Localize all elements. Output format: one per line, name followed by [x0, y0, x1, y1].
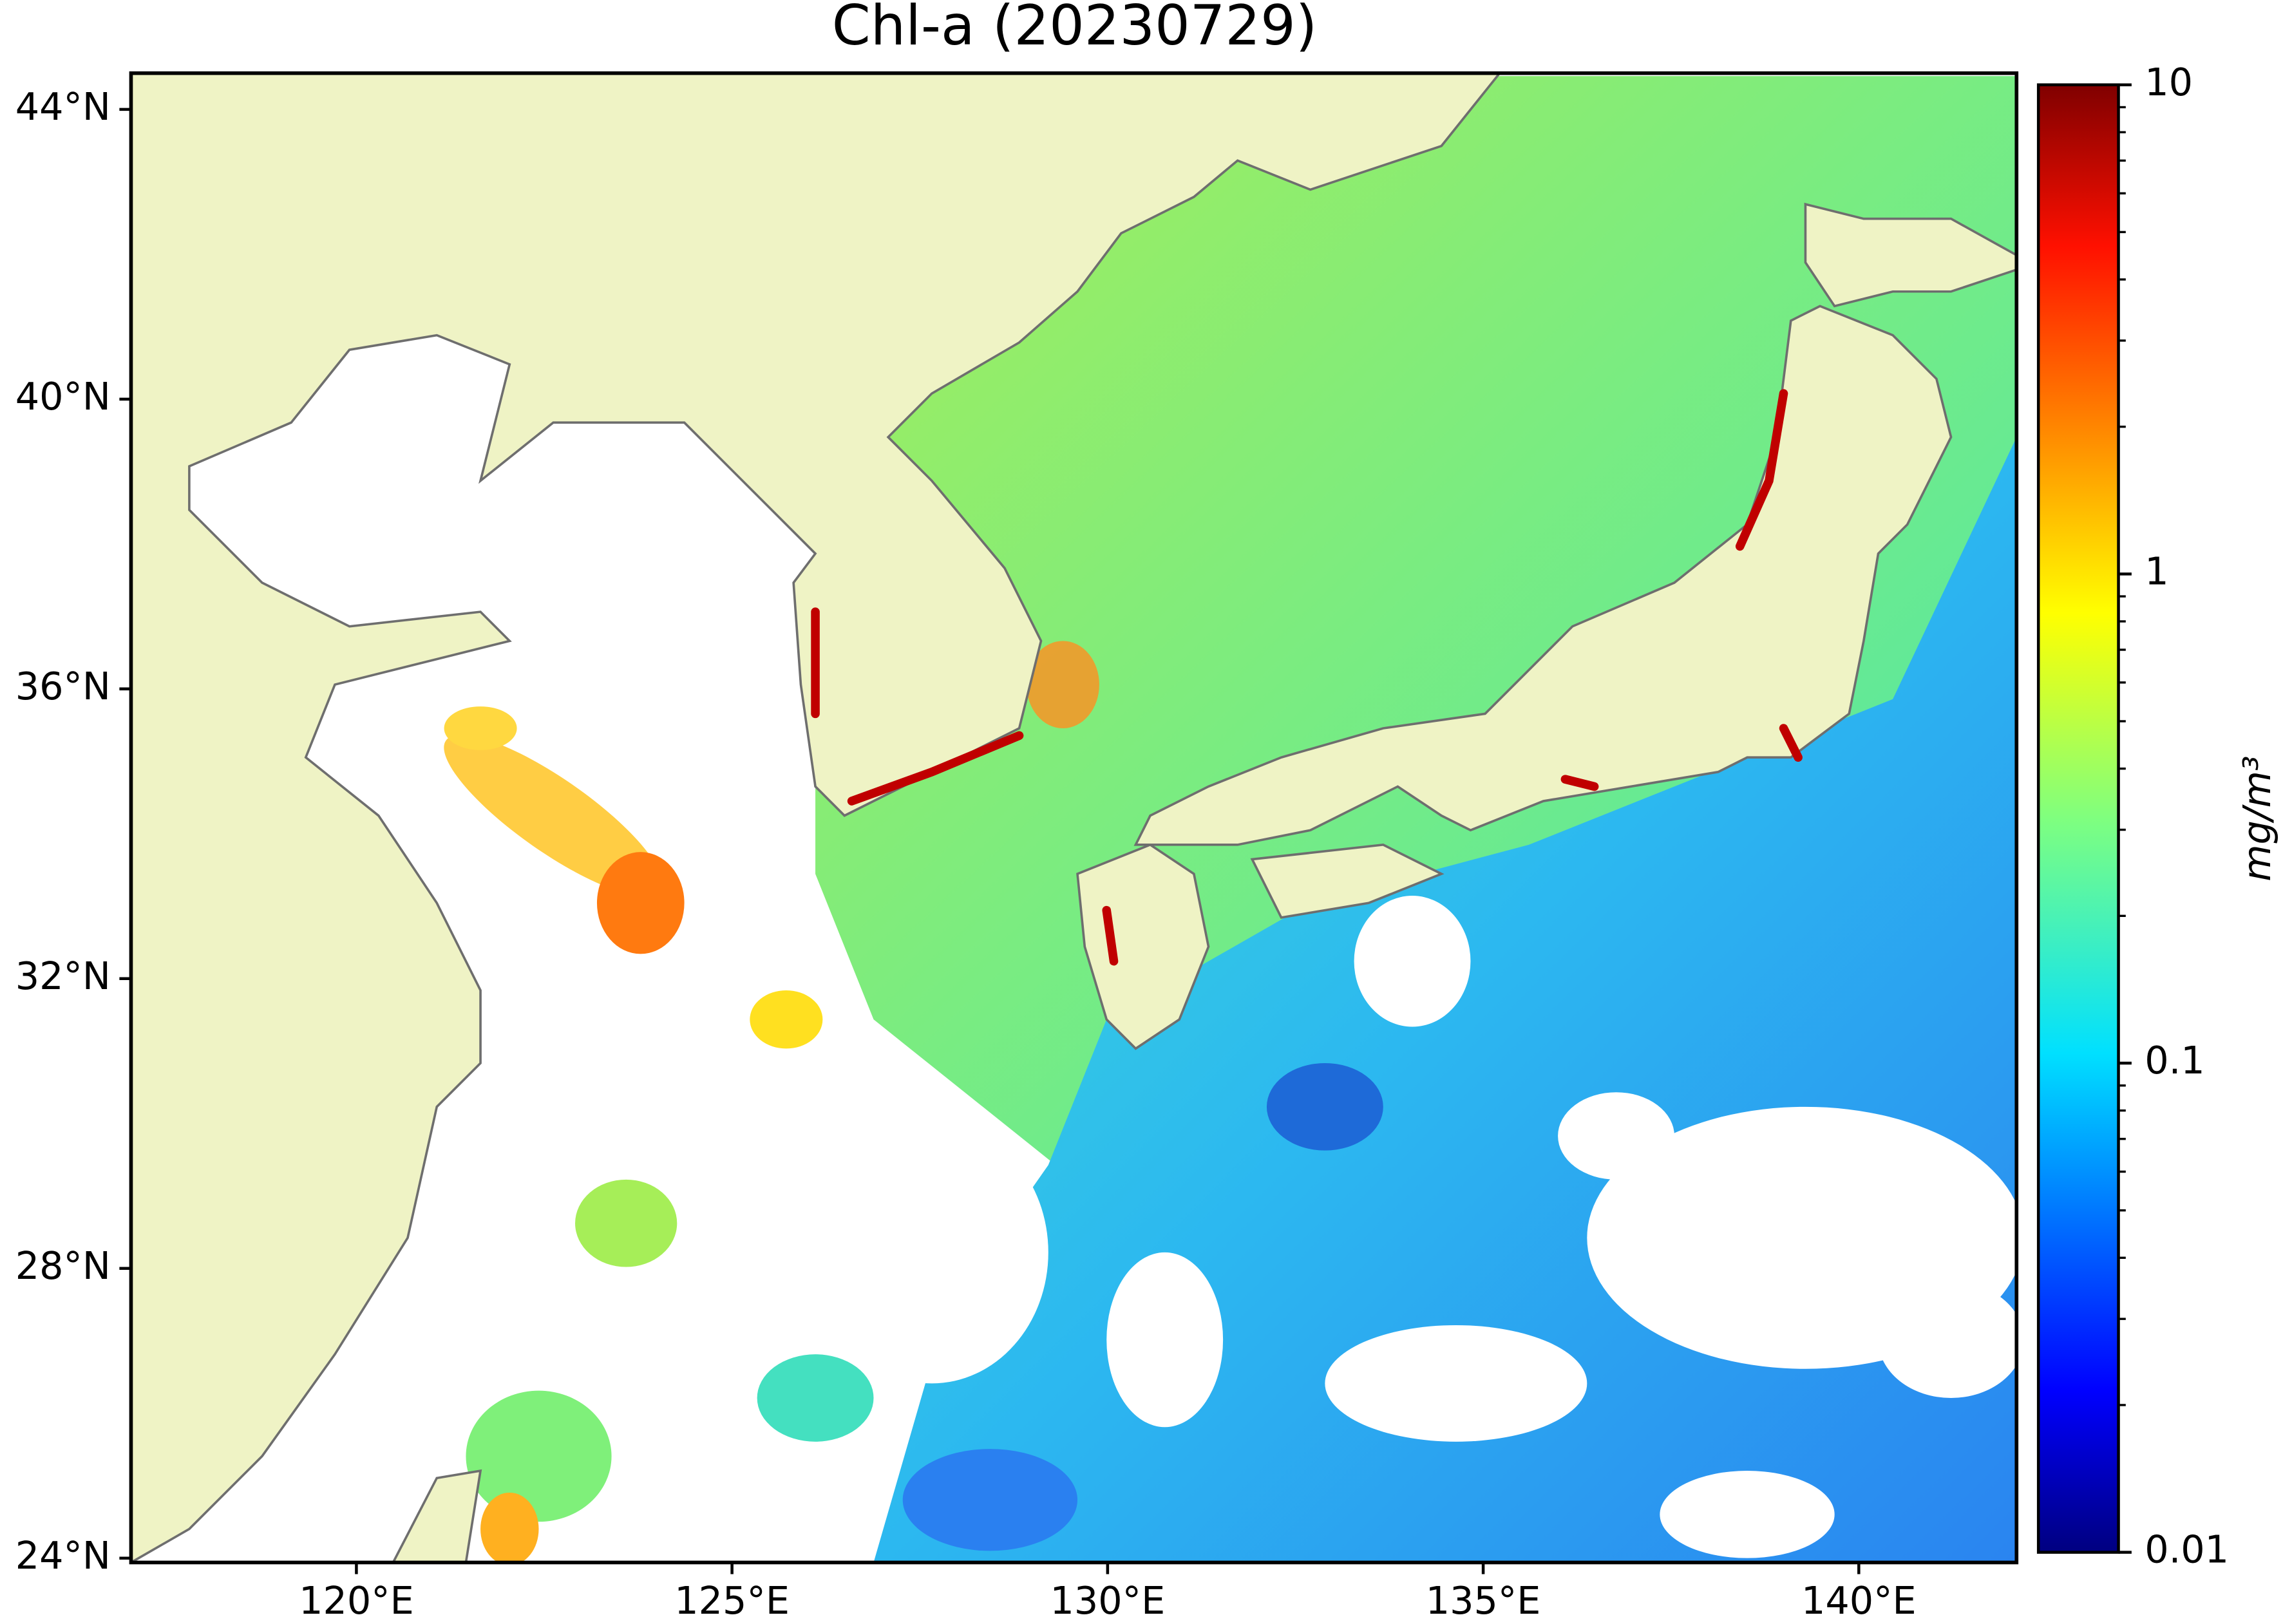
- colorbar: [2036, 83, 2120, 1554]
- continent: [131, 73, 1501, 1563]
- colorbar-tick-label: 0.1: [2145, 1038, 2204, 1082]
- chart-title: Chl-a (20230729): [832, 0, 1318, 58]
- x-tick-label: 130°E: [1050, 1578, 1166, 1623]
- y-tick-label: 28°N: [15, 1243, 111, 1288]
- colorbar-tick-label: 1: [2145, 549, 2168, 593]
- x-tick-label: 120°E: [299, 1578, 414, 1623]
- axes: 120°E 125°E 130°E 135°E 140°E 24°N 28°N 32°N 36°…: [15, 60, 2229, 1623]
- colorbar-label: mg/m³: [2235, 756, 2279, 882]
- colorbar-tick-label: 0.01: [2145, 1527, 2229, 1572]
- map-frame: [129, 71, 2019, 1565]
- coastal-bloom: [811, 389, 1803, 966]
- y-tick-label: 44°N: [15, 84, 111, 129]
- y-tick-label: 40°N: [15, 374, 111, 419]
- kyushu: [1076, 843, 1210, 1050]
- y-tick-label: 36°N: [15, 664, 111, 708]
- x-tick-label: 125°E: [674, 1578, 790, 1623]
- x-tick-label: 135°E: [1426, 1578, 1541, 1623]
- honshu: [1133, 305, 1953, 846]
- shikoku: [1250, 844, 1445, 919]
- colorbar-tick-label: 10: [2145, 60, 2193, 104]
- clouds: [815, 895, 2017, 1558]
- x-tick-label: 140°E: [1801, 1578, 1917, 1623]
- map: [131, 73, 2017, 1563]
- chl-patches: [444, 641, 1383, 1563]
- hokkaido: [1804, 202, 2017, 308]
- y-tick-label: 32°N: [15, 954, 111, 998]
- taiwan: [392, 1469, 482, 1563]
- y-tick-label: 24°N: [15, 1533, 111, 1578]
